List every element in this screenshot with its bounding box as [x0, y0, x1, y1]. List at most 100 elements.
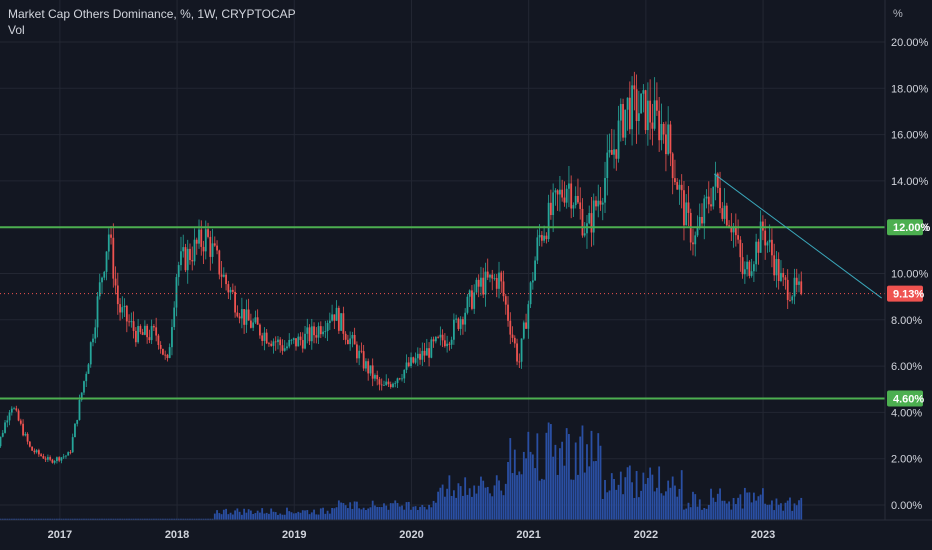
volume-bar — [1, 518, 4, 520]
candle-body — [313, 326, 315, 336]
volume-bar — [615, 489, 618, 520]
candle-body — [696, 227, 699, 236]
volume-bar — [189, 518, 191, 520]
volume-bar — [83, 518, 85, 520]
volume-bar — [42, 518, 45, 520]
time-axis[interactable]: 2017 2018 2019 2020 2021 2022 2023 — [0, 519, 932, 541]
volume-bar — [274, 512, 277, 520]
candle-body — [403, 369, 406, 379]
volume-bar — [315, 514, 318, 520]
volume-bar — [746, 492, 749, 520]
volume-bar — [446, 488, 449, 520]
volume-bar — [450, 495, 453, 520]
volume-bar — [15, 518, 18, 520]
volume-bar — [734, 504, 737, 520]
volume-bar — [588, 466, 591, 520]
candle-body — [288, 339, 291, 347]
volume-bar — [574, 442, 577, 520]
candle-body — [74, 423, 76, 438]
candle-body — [477, 279, 480, 287]
candle-body — [35, 450, 38, 453]
candle-body — [69, 452, 72, 453]
volume-bar — [518, 471, 521, 520]
volume-bar — [78, 518, 81, 520]
volume-bar — [313, 509, 315, 520]
candle-body — [685, 202, 688, 226]
candle-body — [570, 183, 573, 209]
volume-bar — [261, 508, 264, 520]
volume-bar — [80, 518, 83, 520]
volume-bar — [218, 513, 221, 520]
candle-body — [304, 333, 306, 349]
candle-body — [148, 337, 151, 341]
volume-bar — [737, 497, 739, 520]
candle-body — [412, 357, 415, 363]
volume-bar — [277, 514, 279, 520]
candle-body — [559, 189, 561, 195]
candle-body — [676, 182, 679, 190]
candle-body — [466, 296, 469, 313]
volume-bar — [98, 518, 101, 520]
candle-body — [130, 321, 133, 323]
candle-body — [297, 336, 300, 347]
candle-body — [195, 239, 198, 244]
candle-body — [592, 200, 595, 233]
volume-bar — [17, 518, 20, 520]
volume-bar — [500, 490, 503, 520]
volume-bar — [762, 488, 764, 520]
candle-body — [310, 326, 313, 342]
candle-body — [44, 458, 47, 460]
trend-line — [713, 173, 882, 299]
candle-body — [755, 241, 758, 265]
candle-body — [331, 314, 333, 321]
volume-bar — [107, 518, 110, 520]
price-axis[interactable]: 0.00% 2.00% 4.00% 6.00% 8.00% 10.00% 12.00% 14.… — [884, 0, 931, 520]
volume-bar — [259, 512, 261, 520]
volume-bar — [335, 507, 338, 520]
volume-bar — [272, 511, 275, 520]
candle-body — [346, 339, 349, 345]
candle-body — [362, 351, 365, 369]
volume-bar — [89, 518, 92, 520]
volume-bar — [394, 500, 397, 520]
candle-body — [543, 235, 546, 241]
y-tick-label: 4.00% — [891, 407, 922, 419]
y-tick-label: 18.00% — [891, 83, 929, 95]
volume-bar — [306, 510, 309, 520]
candle-body — [547, 202, 550, 240]
volume-bar — [425, 509, 428, 520]
volume-bar — [721, 500, 724, 520]
volume-bar — [547, 422, 550, 520]
volume-bar — [674, 485, 676, 520]
volume-bar — [457, 483, 460, 520]
y-tick-label: 6.00% — [891, 361, 922, 373]
volume-bar — [640, 490, 643, 520]
candle-body — [795, 277, 798, 285]
volume-bar — [128, 518, 130, 520]
volume-bar — [789, 497, 791, 520]
volume-bar — [295, 513, 297, 520]
candle-body — [292, 338, 295, 340]
volume-bar — [256, 510, 259, 520]
candle-body — [615, 149, 618, 159]
last-price-badge — [887, 285, 923, 302]
candle-body — [191, 260, 194, 262]
volume-bar — [166, 518, 169, 520]
candle-body — [554, 190, 557, 193]
volume-bar — [148, 518, 151, 520]
candle-body — [322, 331, 324, 335]
candle-body — [98, 282, 101, 297]
candle-body — [222, 274, 225, 277]
volume-bar — [626, 467, 629, 520]
volume-bar — [748, 492, 751, 520]
candle-body — [667, 124, 670, 155]
candle-body — [500, 272, 503, 282]
volume-bar — [725, 503, 728, 520]
volume-bar — [326, 510, 329, 520]
volume-bar — [775, 498, 778, 520]
candle-body — [511, 334, 514, 338]
volume-bar — [475, 493, 478, 520]
volume-bar — [565, 428, 568, 520]
candle-body — [419, 353, 421, 360]
